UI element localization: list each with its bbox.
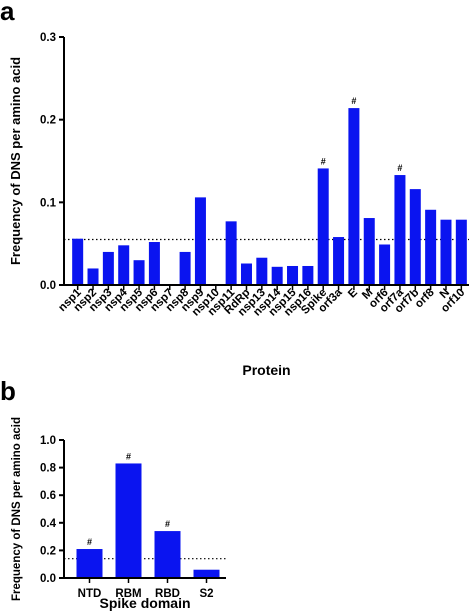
a-annotation-Spike: # [321, 156, 326, 166]
a-annotation-orf7a: # [397, 163, 402, 173]
a-bar-orf3a [333, 237, 345, 285]
chart-a: ###0.00.10.20.3nsp1nsp2nsp3nsp4nsp5nsp6n… [8, 32, 469, 378]
b-bar-S2 [193, 569, 220, 578]
b-x-axis-title: Spike domain [99, 595, 190, 611]
a-bar-nsp16 [302, 265, 314, 285]
b-y-axis-title: Frequency of DNS per amino acid [11, 417, 23, 601]
a-bar-nsp11 [225, 221, 237, 285]
a-ytick-label: 0.0 [40, 280, 56, 292]
a-bar-Spike [317, 168, 329, 285]
a-bar-nsp2 [87, 268, 99, 285]
a-bar-orf7b [409, 189, 421, 285]
a-bar-nsp1 [72, 238, 84, 285]
b-xtick-label-RBD: RBD [155, 588, 180, 600]
chart-b: # # #0.0 0.2 0.4 0.6 0.8 1.0 NTD RBM RBD S2 Frequenc… [11, 417, 226, 611]
a-bar-nsp4 [118, 245, 130, 285]
b-xtick-label-S2: S2 [199, 588, 213, 600]
a-bar-nsp9 [194, 197, 206, 285]
b-ytick-label: 0.8 [40, 463, 57, 475]
a-bar-nsp14 [271, 266, 283, 285]
a-bar-RdRp [240, 263, 252, 285]
a-ytick-label: 0.1 [40, 197, 57, 209]
a-ytick-label: 0.2 [40, 115, 56, 127]
panel-a-letter: a [0, 0, 15, 26]
b-bar-NTD [76, 549, 103, 578]
a-bar-M [363, 218, 375, 285]
a-xtick-label-orf8: orf8 [413, 286, 437, 310]
b-annotation-RBM: # [126, 451, 131, 461]
b-bar-RBM [115, 463, 142, 578]
a-bar-E [348, 108, 360, 286]
a-bar-orf8 [425, 209, 437, 285]
a-y-axis-title: Frequency of DNS per amino acid [8, 57, 23, 265]
a-bar-orf7a [394, 175, 406, 285]
b-bar-RBD [154, 531, 181, 578]
a-bar-nsp13 [256, 257, 268, 285]
b-ytick-label: 0.2 [40, 545, 56, 557]
a-bar-orf6 [379, 244, 391, 285]
a-bar-nsp3 [102, 251, 114, 285]
a-bar-nsp6 [148, 242, 160, 285]
b-annotation-RBD: # [165, 519, 170, 529]
a-bar-nsp15 [287, 265, 299, 285]
a-bar-N [440, 219, 452, 285]
b-xtick-label-NTD: NTD [78, 588, 102, 600]
b-annotation-NTD: # [87, 537, 92, 547]
b-ytick-label: 1.0 [40, 435, 56, 447]
b-ytick-label: 0.6 [40, 490, 56, 502]
b-xtick-label-RBM: RBM [115, 588, 141, 600]
a-x-axis-title: Protein [242, 362, 290, 378]
a-xtick-label-E: E [346, 286, 360, 300]
panel-b-letter: b [0, 376, 16, 406]
b-ytick-label: 0.4 [40, 518, 57, 530]
b-ytick-label: 0.0 [40, 573, 56, 585]
a-bar-nsp5 [133, 260, 145, 285]
a-bar-orf10 [455, 219, 467, 285]
a-bar-nsp8 [179, 251, 191, 285]
a-ytick-label: 0.3 [40, 32, 56, 44]
a-annotation-E: # [351, 96, 356, 106]
